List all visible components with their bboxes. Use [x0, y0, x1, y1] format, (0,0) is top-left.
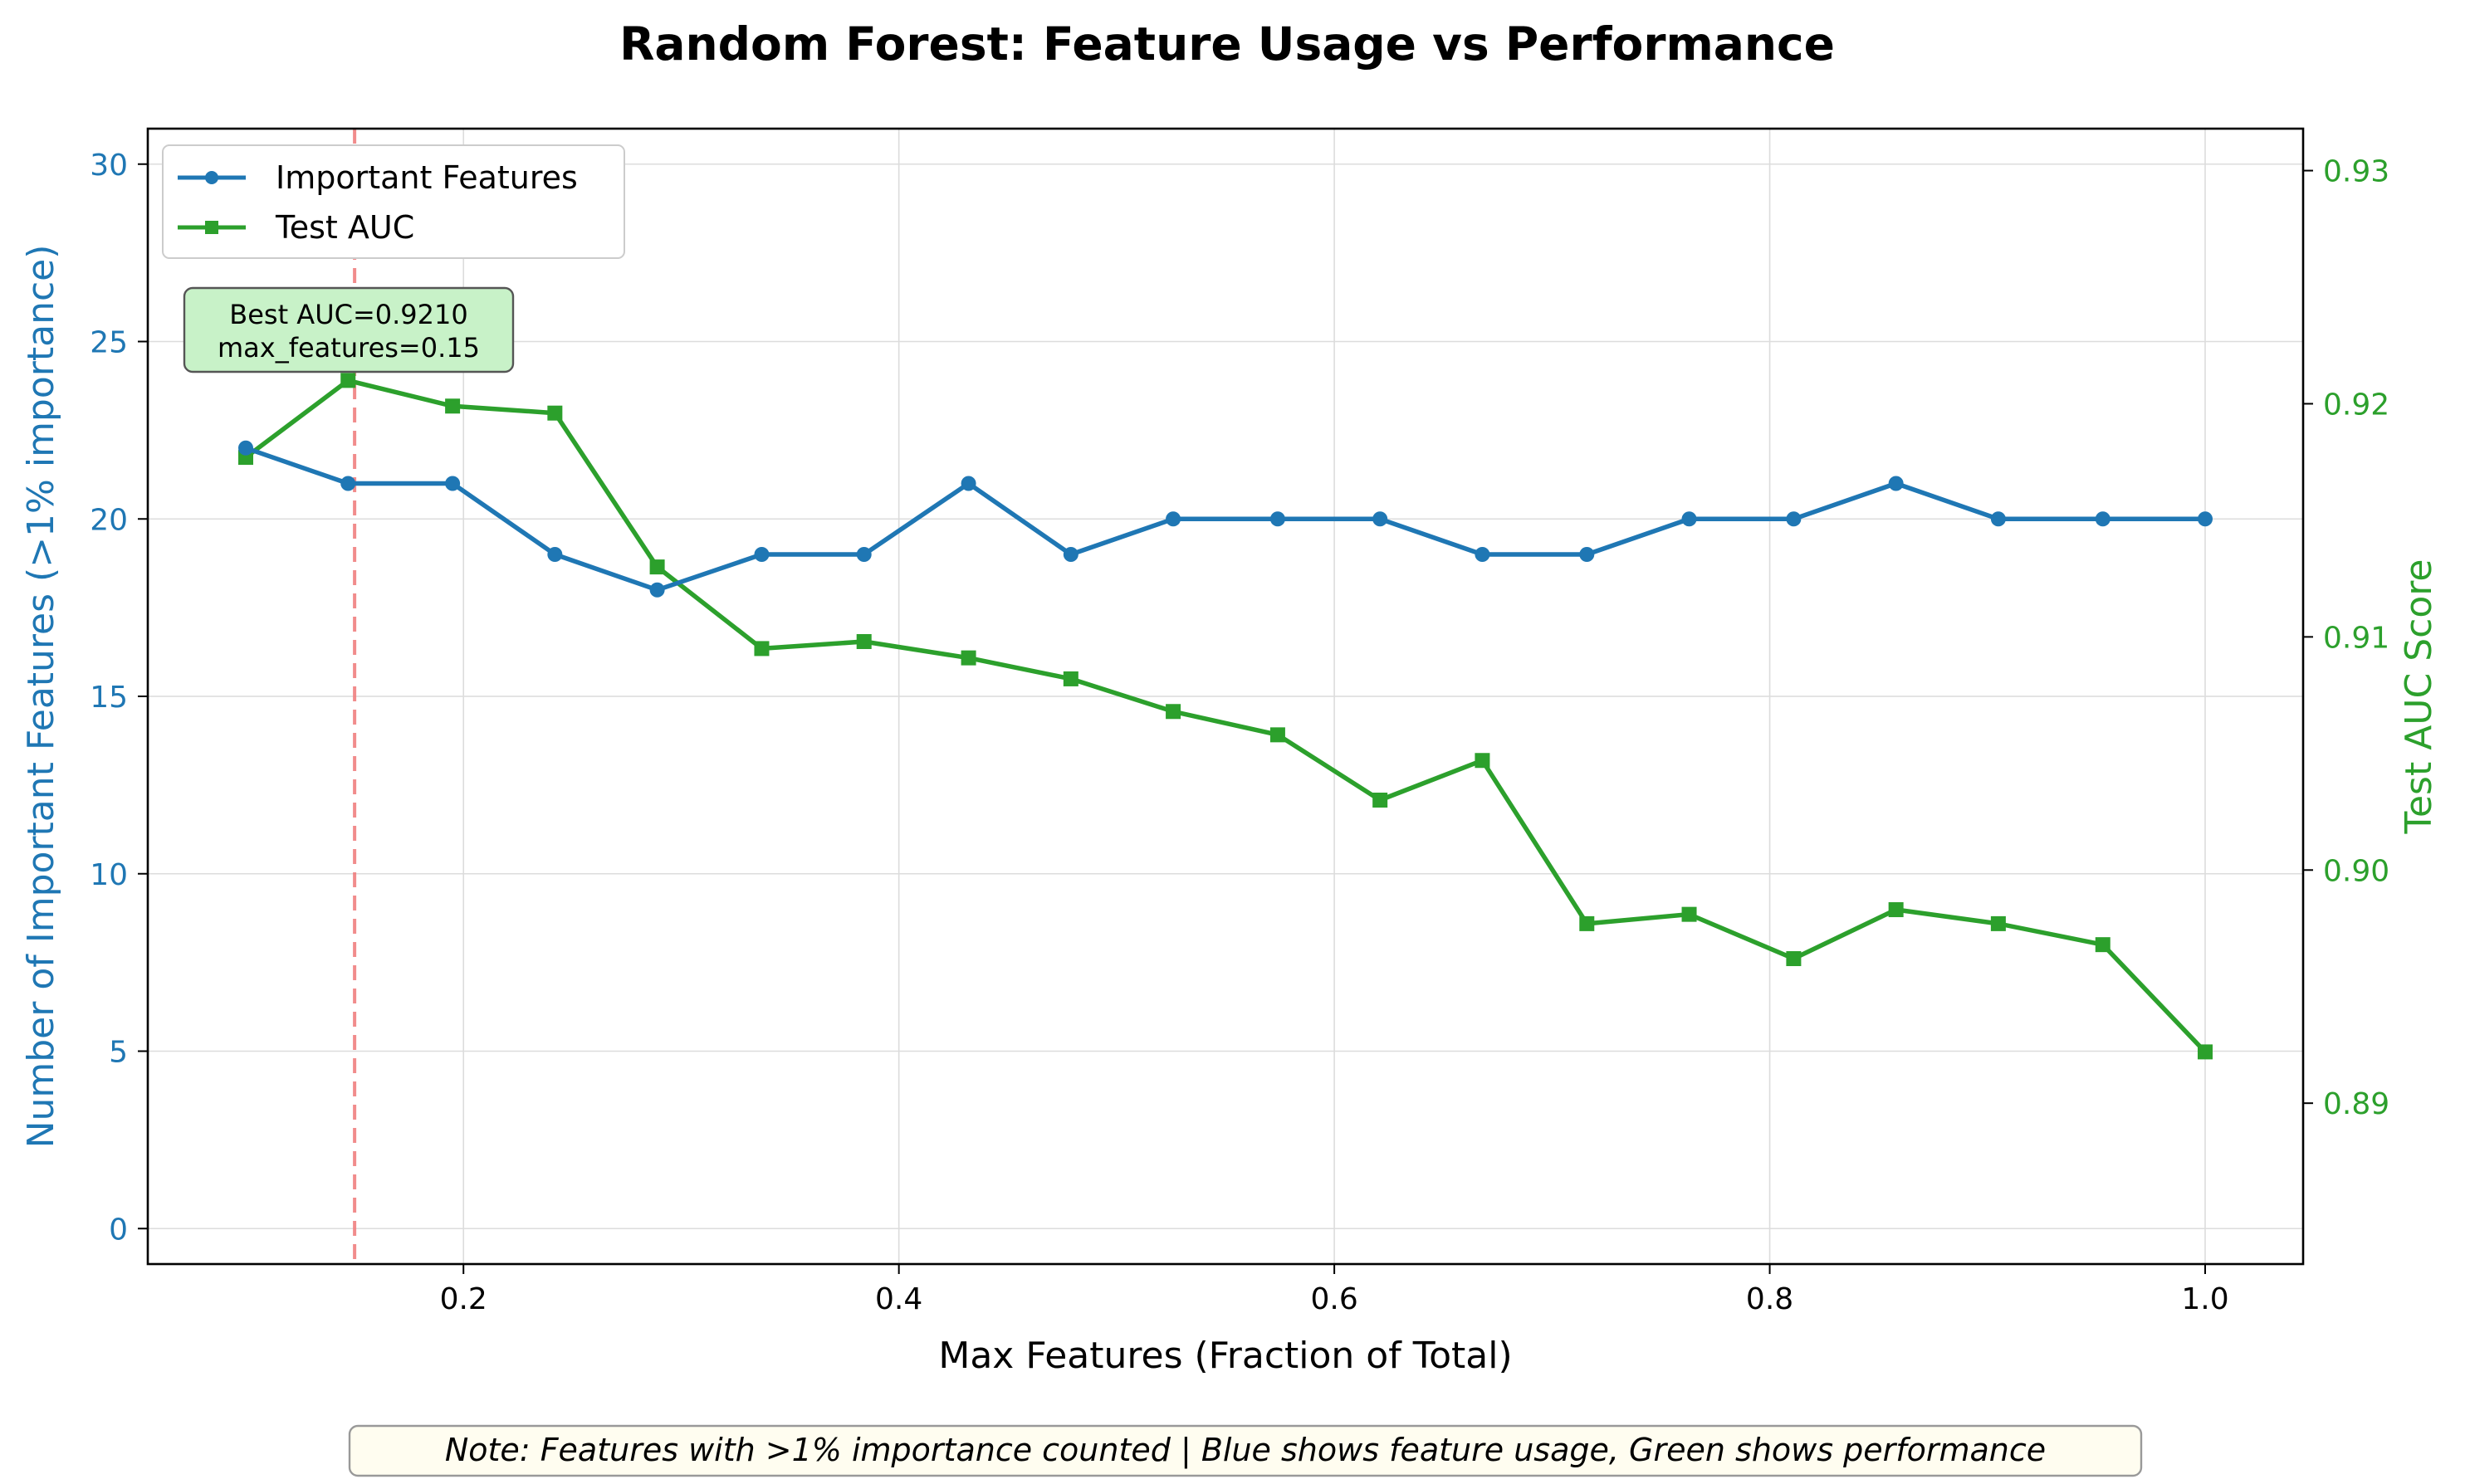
- point-important-features: [1786, 511, 1802, 527]
- point-test-auc: [1475, 753, 1490, 769]
- point-important-features: [340, 476, 356, 491]
- chart-title: Random Forest: Feature Usage vs Performa…: [619, 17, 1835, 71]
- point-important-features: [547, 547, 563, 562]
- point-test-auc: [445, 398, 461, 414]
- x-tick-label: 0.8: [1746, 1282, 1793, 1316]
- point-test-auc: [754, 641, 770, 657]
- point-test-auc: [2095, 937, 2111, 953]
- legend-label-test-auc: Test AUC: [275, 209, 414, 246]
- y-tick-label-left: 20: [90, 503, 128, 537]
- point-important-features: [1475, 547, 1490, 562]
- annotation-line-2: max_features=0.15: [218, 332, 480, 364]
- x-axis-label: Max Features (Fraction of Total): [938, 1335, 1512, 1377]
- legend-marker-test-auc: [205, 221, 218, 234]
- point-important-features: [1372, 511, 1388, 527]
- y-tick-label-left: 25: [90, 326, 128, 360]
- point-test-auc: [1166, 704, 1181, 720]
- legend-marker-important-features: [205, 171, 218, 184]
- point-test-auc: [1786, 951, 1802, 967]
- annotation-box: [183, 286, 515, 373]
- point-test-auc: [340, 373, 356, 388]
- point-test-auc: [649, 559, 665, 575]
- point-important-features: [1990, 511, 2006, 527]
- point-test-auc: [1681, 906, 1697, 922]
- point-test-auc: [2198, 1044, 2213, 1060]
- y-tick-label-right: 0.91: [2323, 621, 2389, 655]
- x-tick-label: 1.0: [2181, 1282, 2228, 1316]
- point-test-auc: [856, 633, 872, 649]
- series-layer: [238, 373, 2213, 1060]
- point-test-auc: [1888, 902, 1904, 918]
- y-tick-label-left: 5: [109, 1036, 128, 1070]
- point-test-auc: [961, 650, 976, 666]
- point-important-features: [1579, 547, 1595, 562]
- series-line-important-features: [245, 446, 2205, 593]
- point-test-auc: [547, 405, 563, 421]
- point-important-features: [1269, 511, 1285, 527]
- legend-label-important-features: Important Features: [276, 159, 578, 196]
- x-tick-label: 0.4: [875, 1282, 922, 1316]
- y-tick-label-left: 15: [90, 681, 128, 715]
- y-tick-label-left: 10: [90, 858, 128, 892]
- point-test-auc: [1579, 915, 1595, 931]
- x-tick-label: 0.6: [1310, 1282, 1357, 1316]
- point-important-features: [2198, 511, 2213, 527]
- point-important-features: [649, 582, 665, 598]
- point-important-features: [1063, 547, 1078, 562]
- y-tick-label-right: 0.90: [2323, 854, 2389, 888]
- point-important-features: [1888, 476, 1904, 491]
- y-tick-label-right: 0.89: [2323, 1087, 2389, 1121]
- point-test-auc: [1990, 915, 2006, 931]
- axis-ticks: 0.2 0.4 0.6 0.8 1.0 0 5 10 15 20 25 30 0.89 0.90 0.91 0…: [90, 149, 2389, 1316]
- legend-box: [162, 144, 625, 259]
- footnote-text: Note: Features with >1% importance count…: [445, 1432, 2046, 1469]
- point-important-features: [1166, 511, 1181, 527]
- series-line-test-auc: [244, 378, 2207, 1054]
- point-important-features: [2095, 511, 2111, 527]
- point-important-features: [754, 547, 770, 562]
- footnote: Note: Features with >1% importance count…: [348, 1424, 2143, 1477]
- y-tick-label-right: 0.92: [2323, 388, 2389, 422]
- footnote-box: [348, 1424, 2143, 1477]
- y-tick-label-left: 30: [90, 149, 128, 183]
- legend: Important Features Test AUC: [162, 144, 625, 259]
- point-important-features: [445, 476, 461, 491]
- y-axis-label-right: Test AUC Score: [2398, 559, 2440, 835]
- point-test-auc: [1269, 727, 1285, 743]
- annotation-line-1: Best AUC=0.9210: [229, 299, 467, 330]
- point-important-features: [1681, 511, 1697, 527]
- point-important-features: [961, 476, 976, 491]
- point-test-auc: [1372, 793, 1388, 808]
- y-tick-label-left: 0: [109, 1213, 128, 1247]
- y-tick-label-right: 0.93: [2323, 155, 2389, 189]
- x-tick-label: 0.2: [440, 1282, 487, 1316]
- point-important-features: [238, 440, 253, 456]
- point-important-features: [856, 547, 872, 562]
- y-axis-label-left: Number of Important Features (>1% import…: [20, 245, 62, 1149]
- point-test-auc: [1063, 671, 1078, 686]
- best-auc-annotation: Best AUC=0.9210 max_features=0.15: [183, 286, 515, 373]
